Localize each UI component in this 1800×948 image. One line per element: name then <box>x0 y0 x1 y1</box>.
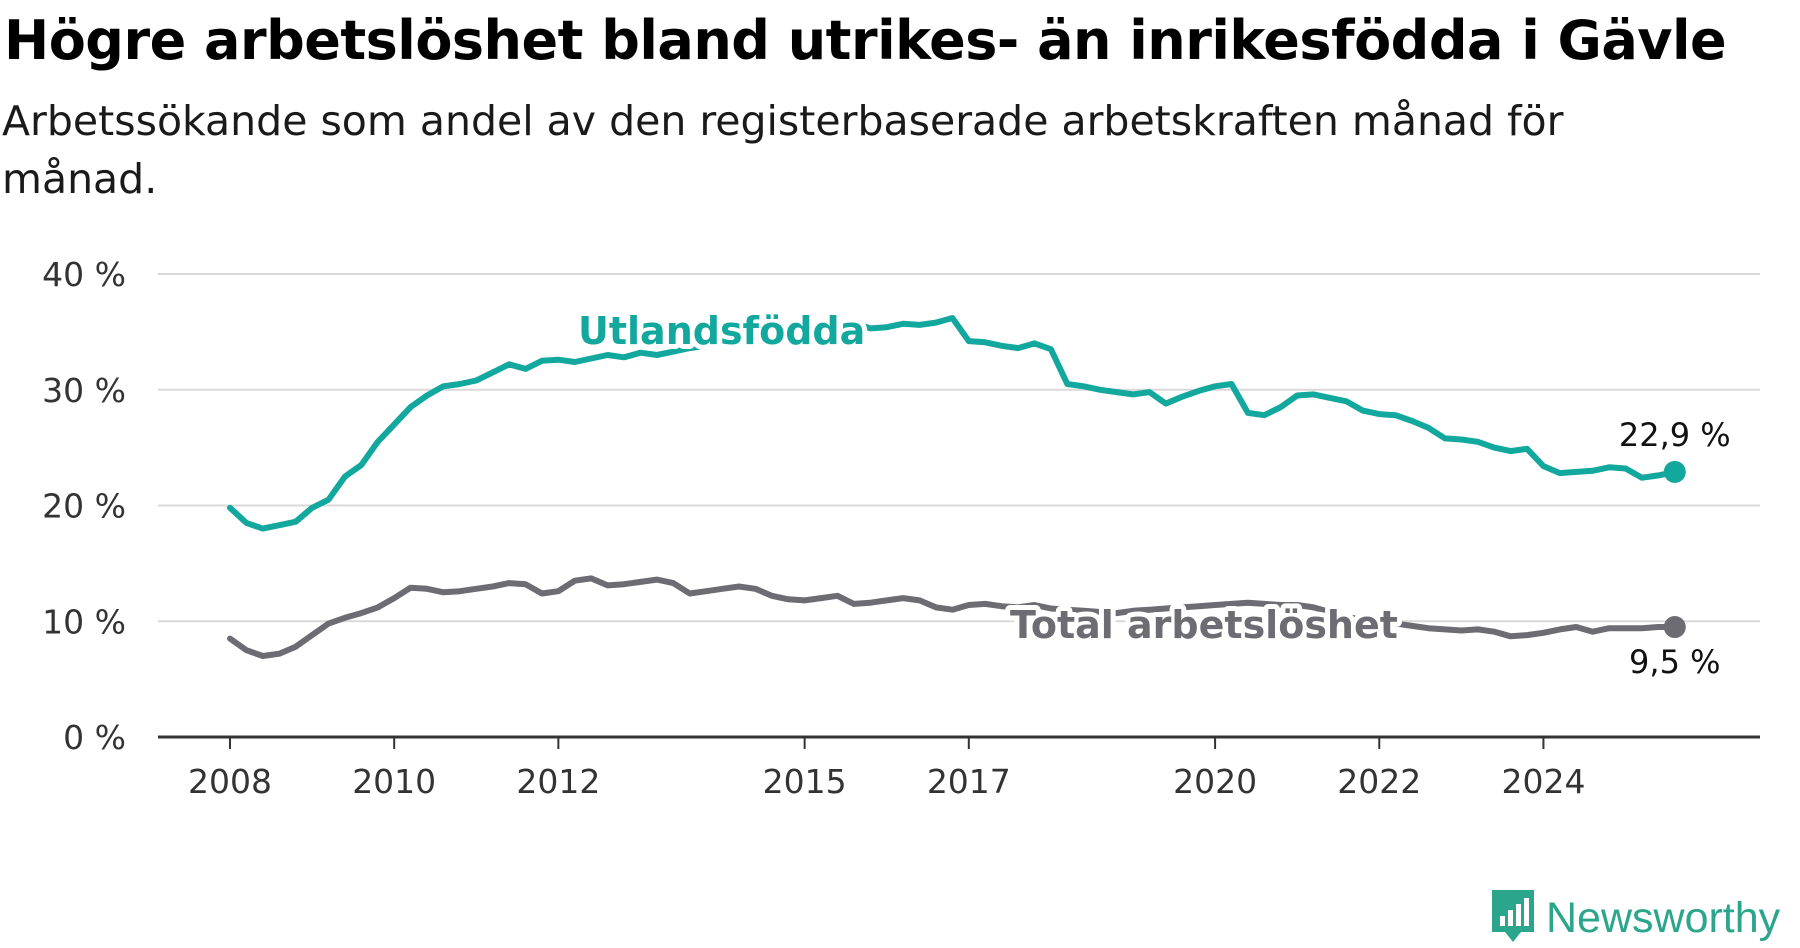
y-tick-label: 40 % <box>42 255 126 294</box>
brand-name: Newsworthy <box>1546 894 1781 942</box>
x-tick-label: 2012 <box>516 762 600 801</box>
series-line-total <box>227 575 1678 659</box>
y-tick-label: 0 % <box>63 718 126 757</box>
newsworthy-logo: Newsworthy <box>1492 890 1781 942</box>
x-tick-label: 2015 <box>763 762 847 801</box>
y-axis-ticks: 0 % 10 % 20 % 30 % 40 % <box>42 255 126 757</box>
x-tick-label: 2008 <box>188 762 272 801</box>
x-tick-label: 2010 <box>352 762 436 801</box>
series-name-utlandsfodda: Utlandsfödda <box>578 309 865 353</box>
end-value-label-utlandsfodda: 22,9 % <box>1619 416 1731 454</box>
series-line-utlandsfodda <box>227 315 1678 532</box>
end-value-label-total: 9,5 % <box>1629 643 1720 681</box>
series-labels: 22,9 % 9,5 % Utlandsfödda Total arbetslöshe… <box>573 304 1731 681</box>
gridlines <box>158 273 1760 623</box>
chart-subtitle: Arbetssökande som andel av den registerb… <box>2 97 1564 203</box>
x-tick-label: 2022 <box>1337 762 1421 801</box>
chart-title: Högre arbetslöshet bland utrikes- än inr… <box>4 9 1727 72</box>
end-point-total <box>1663 616 1686 639</box>
end-point-utlandsfodda <box>1663 460 1686 483</box>
y-tick-label: 10 % <box>42 602 126 641</box>
bar-chart-icon <box>1492 890 1534 942</box>
x-tick-label: 2024 <box>1501 762 1585 801</box>
x-tick-label: 2020 <box>1173 762 1257 801</box>
y-tick-label: 30 % <box>42 371 126 410</box>
x-tick-label: 2017 <box>927 762 1011 801</box>
series-name-total: Total arbetslöshet <box>1010 603 1398 647</box>
series-lines <box>227 315 1686 659</box>
y-tick-label: 20 % <box>42 487 126 526</box>
x-axis: 2008 2010 2012 2015 2017 2020 2022 2024 <box>158 735 1760 801</box>
